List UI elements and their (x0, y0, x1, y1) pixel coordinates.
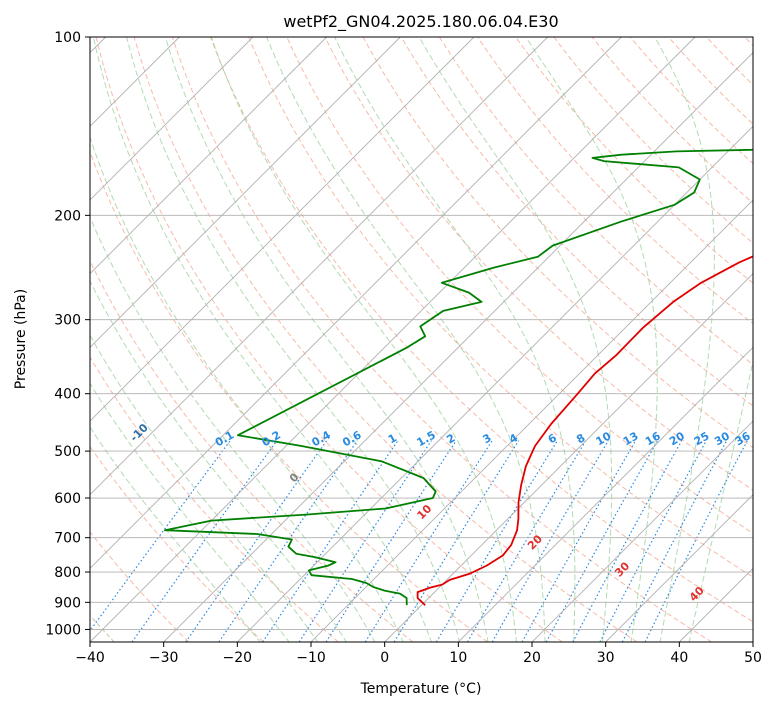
isohume-line (545, 440, 659, 642)
x-tick-label: −10 (296, 650, 326, 666)
isohume-line (262, 440, 399, 642)
x-tick-label: −30 (149, 650, 179, 666)
moist-adiabat (90, 135, 404, 642)
moist-adiabat (90, 382, 290, 642)
moist-adiabat (90, 334, 319, 642)
isotherm-line (237, 125, 753, 642)
dry-adiabat (90, 356, 339, 642)
isotherm-line (163, 52, 753, 642)
isotherm-line (384, 273, 753, 642)
x-axis-ticks: −40 −30 −20 −10 0 10 20 30 40 50 (75, 642, 762, 666)
dry-adiabat (90, 531, 190, 642)
profile-series-line (416, 255, 753, 606)
x-tick-label: −40 (75, 650, 105, 666)
isotherm-line (310, 199, 753, 642)
isotherm-line (90, 37, 401, 348)
isotherm-line (90, 37, 696, 642)
y-axis-label: Pressure (hPa) (13, 289, 29, 389)
dry-adiabat (133, 37, 638, 642)
x-axis-label: Temperature (°C) (360, 681, 482, 697)
x-tick-label: −20 (223, 650, 253, 666)
isohume-line (325, 440, 457, 642)
y-tick-label: 200 (54, 208, 81, 224)
moist-adiabat (654, 37, 715, 642)
y-tick-label: 800 (54, 565, 81, 581)
dry-adiabat (324, 37, 753, 491)
isotherm-line (90, 37, 548, 496)
isotherm-line (531, 420, 753, 642)
dry-adiabat (400, 37, 753, 407)
dry-adiabat (90, 150, 488, 642)
moist-adiabat (525, 37, 658, 642)
x-tick-label: 30 (597, 650, 615, 666)
isohume-line (364, 440, 493, 642)
y-tick-label: 300 (54, 313, 81, 329)
isotherm-line (458, 346, 753, 642)
dry-adiabat (210, 37, 753, 623)
isotherm-line (605, 494, 753, 642)
y-tick-label: 400 (54, 387, 81, 403)
isohume-line (466, 440, 587, 642)
background-lines (90, 37, 753, 642)
y-tick-label: 500 (54, 444, 81, 460)
y-tick-label: 700 (54, 531, 81, 547)
isohume-line (435, 440, 558, 642)
chart-title: wetPf2_GN04.2025.180.06.04.E30 (283, 12, 558, 32)
x-tick-label: 0 (380, 650, 389, 666)
moist-adiabat (164, 37, 489, 642)
isotherm-line (90, 37, 475, 422)
dry-adiabat (515, 37, 753, 284)
moist-adiabat (266, 37, 546, 642)
dry-adiabat (438, 37, 753, 366)
isotherm-line (90, 37, 327, 275)
dry-adiabat (95, 37, 563, 642)
profile-lines (163, 148, 753, 606)
isohume-line (644, 440, 748, 642)
y-tick-label: 600 (54, 491, 81, 507)
dry-adiabat (90, 445, 264, 642)
isohume-line (572, 440, 683, 642)
isohume-line (491, 440, 609, 642)
y-tick-label: 100 (54, 30, 81, 46)
isotherm-line (90, 37, 254, 201)
x-tick-label: 40 (670, 650, 688, 666)
dry-adiabat (171, 37, 712, 642)
x-tick-label: 20 (523, 650, 541, 666)
isohume-line (90, 440, 231, 632)
x-tick-label: 50 (744, 650, 762, 666)
y-axis-ticks: 100 200 300 400 500 600 700 800 900 1000 (45, 30, 90, 638)
dry-adiabat (248, 37, 753, 578)
y-tick-label: 900 (54, 595, 81, 611)
x-tick-label: 10 (449, 650, 467, 666)
plot-frame (89, 36, 754, 643)
moist-adiabat (126, 37, 461, 642)
moist-adiabat (210, 37, 518, 642)
isohume-line (185, 440, 328, 642)
moist-adiabat (90, 215, 376, 642)
isohume-line (298, 440, 432, 642)
moist-adiabat (90, 426, 261, 642)
isotherm-line (90, 37, 622, 569)
isotherm-line (752, 641, 753, 642)
isohume-line (131, 440, 278, 642)
moist-adiabat (334, 37, 576, 642)
profile-series-line (163, 148, 753, 606)
isohume-line (521, 440, 637, 642)
moist-adiabat (92, 37, 432, 642)
y-tick-label: 1000 (45, 622, 81, 638)
